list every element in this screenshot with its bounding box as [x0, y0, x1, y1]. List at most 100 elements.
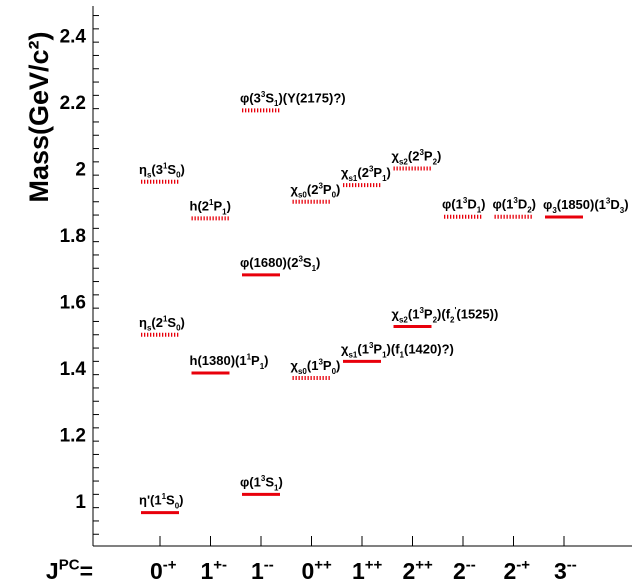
- label-segment: 3: [463, 196, 468, 205]
- label-segment: 0: [332, 191, 337, 200]
- label-segment: -+: [163, 556, 177, 573]
- label-segment: 1: [274, 99, 279, 108]
- label-segment: 2: [527, 206, 532, 215]
- label-segment: s1: [348, 350, 357, 359]
- level-label: φ(13D1): [442, 196, 486, 214]
- label-segment: 2: [403, 558, 416, 584]
- label-segment: φ: [543, 197, 552, 212]
- label-segment: 3: [513, 196, 518, 205]
- label-segment: 2: [433, 315, 438, 324]
- label-segment: 3: [298, 254, 303, 263]
- label-segment: s0: [298, 367, 307, 376]
- label-segment: 1: [251, 558, 264, 584]
- level-label: χs1(13P1)(f1(1420)?): [341, 341, 454, 359]
- label-segment: 1: [477, 206, 482, 215]
- label-segment: 1: [162, 492, 167, 501]
- label-segment: 3: [620, 206, 625, 215]
- x-category-label: 0-+: [150, 556, 177, 584]
- label-segment: 1: [400, 350, 405, 359]
- label-segment: ): [316, 255, 320, 270]
- level-label: η'(11S0): [139, 492, 184, 510]
- label-segment: P: [424, 306, 433, 321]
- level-label: χs2(23P2): [392, 148, 442, 166]
- level-label: φ(13S1): [240, 474, 283, 492]
- label-segment: 1: [222, 207, 227, 216]
- label-segment: 3: [369, 165, 374, 174]
- y-axis: 1 1.2 1.4 1.6 1.8 2 2.2 2.4: [60, 15, 565, 546]
- x-category-label: 2--: [453, 556, 476, 584]
- label-segment: ): [437, 149, 441, 164]
- label-segment: 3: [552, 206, 557, 215]
- label-segment: ++: [415, 556, 433, 573]
- label-segment: (1: [307, 358, 319, 373]
- label-segment: s1: [348, 174, 357, 183]
- label-segment: 3: [318, 181, 323, 190]
- label-segment: 3: [419, 306, 424, 315]
- label-segment: ): [179, 493, 183, 508]
- label-segment: =: [80, 558, 93, 584]
- label-segment: +-: [213, 556, 227, 573]
- label-segment: φ(1: [442, 197, 463, 212]
- label-segment: 1: [274, 483, 279, 492]
- label-segment: P: [424, 149, 433, 164]
- label-segment: 3: [261, 90, 266, 99]
- label-segment: ): [387, 165, 391, 180]
- label-segment: S: [303, 255, 312, 270]
- label-segment: P: [373, 341, 382, 356]
- label-segment: --: [567, 556, 577, 573]
- label-segment: χ: [392, 306, 400, 321]
- label-segment: P: [213, 198, 222, 213]
- label-segment: P: [323, 358, 332, 373]
- label-segment: (2: [357, 165, 369, 180]
- label-segment: η'(1: [139, 493, 162, 508]
- level-label: φ(1680)(23S1): [240, 254, 320, 272]
- label-segment: 0: [332, 367, 337, 376]
- label-segment: 1: [352, 558, 365, 584]
- label-segment: ): [532, 197, 536, 212]
- label-segment: 1: [260, 362, 265, 371]
- x-category-label: 2++: [403, 556, 434, 584]
- level-label: χs1(23P1): [341, 165, 391, 183]
- x-category-label: 3--: [554, 556, 577, 584]
- label-segment: ): [481, 197, 485, 212]
- x-category-label: 1--: [251, 556, 274, 584]
- label-segment: φ(1680)(2: [240, 255, 298, 270]
- label-segment: 3: [419, 148, 424, 157]
- label-segment: J: [46, 558, 59, 584]
- label-segment: 3: [606, 197, 611, 206]
- level-label: h(1380)(11P1): [190, 352, 269, 370]
- label-segment: 3: [318, 357, 323, 366]
- label-segment: χ: [392, 149, 400, 164]
- label-segment: 1: [209, 198, 214, 207]
- y-axis-title: Mass(GeV/c²): [24, 31, 54, 202]
- label-segment: s: [147, 324, 152, 333]
- x-axis: JPC= 0-+ 1+- 1-- 0++ 1++ 2++ 2-- 2-+ 3--: [46, 556, 577, 584]
- label-segment: S: [265, 90, 274, 105]
- x-category-label: 0++: [302, 556, 333, 584]
- label-segment: s: [147, 171, 152, 180]
- label-segment: S: [166, 493, 175, 508]
- y-tick-label: 1.2: [60, 426, 86, 447]
- label-segment: (1: [408, 306, 420, 321]
- label-segment: (3: [151, 162, 163, 177]
- label-segment: s2: [399, 315, 408, 324]
- label-segment: ): [336, 182, 340, 197]
- x-category-label: 1++: [352, 556, 383, 584]
- label-segment: χ: [341, 165, 349, 180]
- label-segment: 1: [312, 264, 317, 273]
- label-segment: --: [466, 556, 476, 573]
- label-segment: D: [518, 197, 527, 212]
- level-label: χs2(13P2)(f2'(1525)): [392, 306, 499, 324]
- label-segment: 2: [453, 558, 466, 584]
- x-category-label: 1+-: [201, 556, 228, 584]
- level-label: φ(33S1)(Y(2175)?): [240, 90, 346, 108]
- label-segment: s2: [399, 157, 408, 166]
- level-label: ηs(21S0): [139, 314, 185, 332]
- label-segment: (1: [357, 341, 369, 356]
- y-tick-label: 2.2: [60, 93, 86, 114]
- label-segment: )(f: [437, 306, 451, 321]
- level-labels: η'(11S0)ηs(21S0)ηs(31S0)h(1380)(11P1)h(2…: [139, 90, 629, 511]
- label-segment: (1525)): [456, 306, 498, 321]
- label-segment: η: [139, 162, 147, 177]
- label-segment: ): [624, 197, 628, 212]
